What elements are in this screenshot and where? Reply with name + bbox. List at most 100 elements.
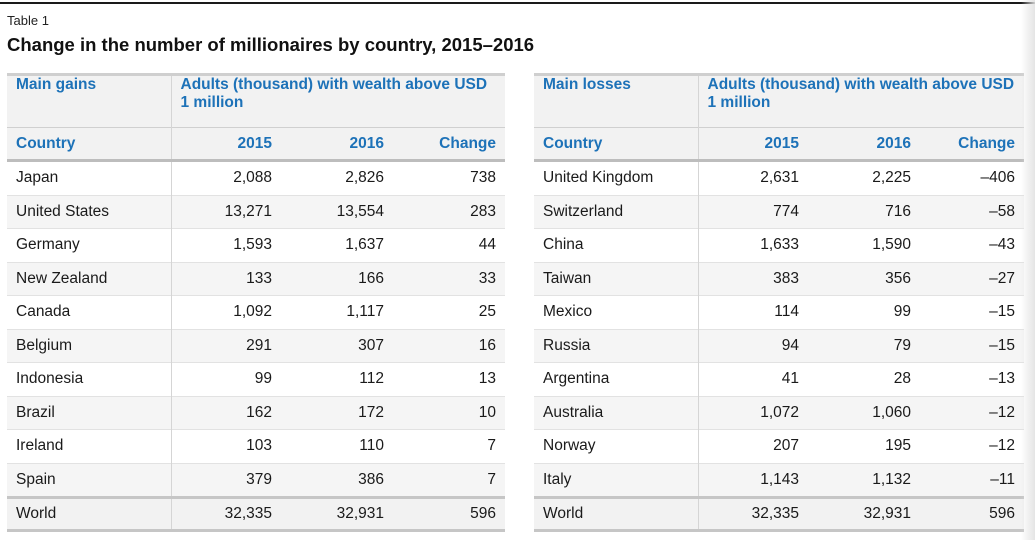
group-header: Main losses <box>534 73 699 128</box>
table-row: United Kingdom 2,631 2,225 –406 <box>534 160 1024 195</box>
cell-2015: 1,633 <box>698 228 808 262</box>
cell-2016: 1,637 <box>281 228 393 262</box>
cell-2016: 13,554 <box>281 194 393 229</box>
group-header-row: Main losses Adults (thousand) with wealt… <box>534 73 1024 128</box>
cell-change: 7 <box>393 429 505 463</box>
cell-country: Italy <box>534 462 699 498</box>
column-header-row: Country 2015 2016 Change <box>7 127 505 162</box>
cell-2015: 1,143 <box>698 462 808 498</box>
col-header-country: Country <box>7 127 172 162</box>
cell-change: 596 <box>920 496 1024 532</box>
cell-country: World <box>7 496 172 532</box>
table-row: Belgium 291 307 16 <box>7 328 505 363</box>
cell-country: China <box>534 228 699 262</box>
cell-change: –15 <box>920 295 1024 329</box>
cell-2015: 1,092 <box>171 295 281 329</box>
cell-2015: 32,335 <box>698 496 808 532</box>
cell-change: –12 <box>920 395 1024 430</box>
table-title: Change in the number of millionaires by … <box>7 34 535 55</box>
cell-2016: 1,117 <box>281 295 393 329</box>
total-row: World 32,335 32,931 596 <box>534 496 1024 532</box>
cell-2015: 13,271 <box>171 194 281 229</box>
cell-country: Australia <box>534 395 699 430</box>
cell-2016: 172 <box>281 395 393 430</box>
table-row: Canada 1,092 1,117 25 <box>7 295 505 329</box>
cell-2016: 2,826 <box>345 169 384 187</box>
cell-country: Belgium <box>7 328 172 363</box>
cell-2016: 32,931 <box>808 496 920 532</box>
group-header: Main gains <box>7 73 172 128</box>
cell-country: Canada <box>7 295 172 329</box>
top-rule <box>0 2 1035 4</box>
cell-2016: 356 <box>808 261 920 296</box>
cell-change: 7 <box>393 462 505 498</box>
cell-country: Switzerland <box>534 194 699 229</box>
col-header-change: Change <box>920 127 1024 162</box>
cell-2015: 133 <box>171 261 281 296</box>
cell-country: Argentina <box>534 362 699 396</box>
cell-2016: 195 <box>808 429 920 463</box>
cell-country: Mexico <box>534 295 699 329</box>
cell-2016: 716 <box>808 194 920 229</box>
cell-2015: 114 <box>698 295 808 329</box>
cell-2015: 2,088 <box>233 169 272 187</box>
losses-table: Main losses Adults (thousand) with wealt… <box>534 73 1024 532</box>
table-row: Italy 1,143 1,132 –11 <box>534 462 1024 498</box>
cell-2016: 79 <box>808 328 920 363</box>
cell-2016: 166 <box>281 261 393 296</box>
edge-shadow <box>1021 0 1035 540</box>
table-row: Germany 1,593 1,637 44 <box>7 228 505 262</box>
table-row: Norway 207 195 –12 <box>534 429 1024 463</box>
table-row: Spain 379 386 7 <box>7 462 505 498</box>
cell-change: –13 <box>920 362 1024 396</box>
cell-change: 13 <box>393 362 505 396</box>
cell-country: Taiwan <box>534 261 699 296</box>
cell-change: –43 <box>920 228 1024 262</box>
cell-2015: 99 <box>171 362 281 396</box>
cell-change: 738 <box>470 169 496 187</box>
cell-change: 16 <box>393 328 505 363</box>
cell-2015: 162 <box>171 395 281 430</box>
cell-2015: 94 <box>698 328 808 363</box>
gains-table: Main gains Adults (thousand) with wealth… <box>7 73 505 532</box>
table-row: United States 13,271 13,554 283 <box>7 194 505 229</box>
cell-2015: 1,072 <box>698 395 808 430</box>
cell-change: –12 <box>920 429 1024 463</box>
cell-2016: 1,060 <box>808 395 920 430</box>
cell-2016: 28 <box>808 362 920 396</box>
cell-country: Ireland <box>7 429 172 463</box>
col-header-2015: 2015 <box>698 127 808 162</box>
table-row: Mexico 114 99 –15 <box>534 295 1024 329</box>
table-row: Ireland 103 110 7 <box>7 429 505 463</box>
table-row: China 1,633 1,590 –43 <box>534 228 1024 262</box>
cell-change: 283 <box>393 194 505 229</box>
cell-change: –406 <box>980 169 1015 187</box>
table-row: Russia 94 79 –15 <box>534 328 1024 363</box>
table-row: Indonesia 99 112 13 <box>7 362 505 396</box>
col-header-country: Country <box>534 127 699 162</box>
cell-country: Indonesia <box>7 362 172 396</box>
table-label: Table 1 <box>7 13 49 28</box>
cell-2016: 2,225 <box>872 169 911 187</box>
cell-country: Spain <box>7 462 172 498</box>
cell-country: United Kingdom <box>534 160 699 195</box>
table-row: Argentina 41 28 –13 <box>534 362 1024 396</box>
cell-2015: 32,335 <box>171 496 281 532</box>
cell-2016: 386 <box>281 462 393 498</box>
cell-2015: 41 <box>698 362 808 396</box>
cell-change: 44 <box>393 228 505 262</box>
cell-country: United States <box>7 194 172 229</box>
cell-country: New Zealand <box>7 261 172 296</box>
cell-change: –27 <box>920 261 1024 296</box>
group-header-row: Main gains Adults (thousand) with wealth… <box>7 73 505 128</box>
cell-change: –58 <box>920 194 1024 229</box>
column-header-row: Country 2015 2016 Change <box>534 127 1024 162</box>
cell-change: 596 <box>393 496 505 532</box>
span-header: Adults (thousand) with wealth above USD … <box>698 73 1024 128</box>
cell-2015: 207 <box>698 429 808 463</box>
table-row: New Zealand 133 166 33 <box>7 261 505 296</box>
span-header: Adults (thousand) with wealth above USD … <box>171 73 505 128</box>
cell-change: 10 <box>393 395 505 430</box>
cell-2015: 103 <box>171 429 281 463</box>
table-row: Brazil 162 172 10 <box>7 395 505 430</box>
